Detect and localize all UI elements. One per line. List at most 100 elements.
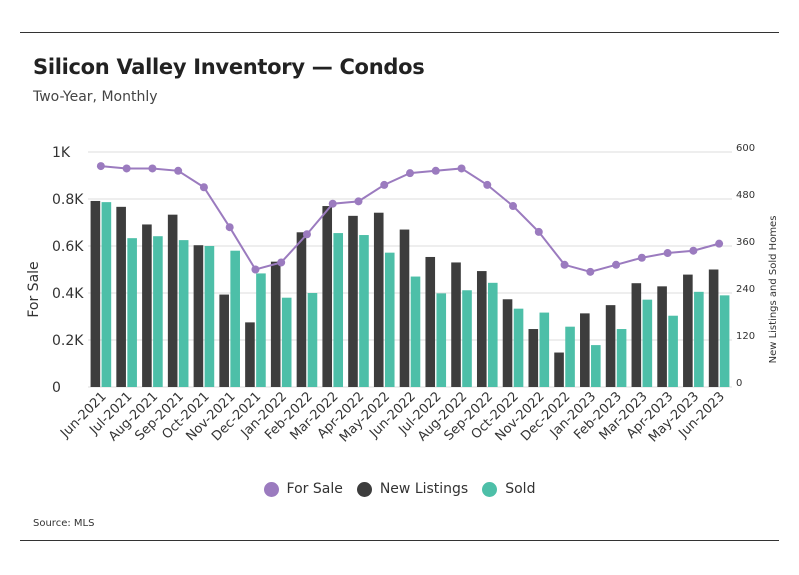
point-for-sale (354, 197, 363, 206)
bar-sold (462, 290, 472, 387)
chart-area: 0 0.2K 0.4K 0.6K 0.8K 1K 0 120 240 360 480 600 For S… (26, 143, 779, 445)
point-for-sale (689, 246, 698, 255)
bar-new-listings (219, 294, 229, 387)
bar-new-listings (476, 271, 487, 387)
bar-new-listings (270, 261, 281, 387)
bar-new-listings (373, 212, 384, 387)
bar-new-listings (193, 245, 204, 387)
bottom-rule (20, 540, 779, 541)
bar-sold (359, 235, 369, 387)
y2-tick-label: 360 (736, 237, 755, 248)
legend-label-sold: Sold (505, 481, 536, 497)
bar-sold (668, 315, 678, 387)
y2-tick-label: 480 (736, 190, 755, 201)
top-rule (20, 32, 779, 33)
legend-label-for-sale: For Sale (286, 481, 343, 497)
point-for-sale (328, 199, 337, 208)
line-for-sale (100, 165, 720, 273)
source-note: Source: MLS (33, 518, 95, 529)
bar-sold (256, 273, 266, 387)
y2-tick-label: 0 (736, 378, 742, 389)
bar-new-listings (580, 313, 590, 387)
point-for-sale (122, 164, 131, 173)
chart-subtitle: Two-Year, Monthly (33, 89, 158, 105)
point-for-sale (715, 239, 724, 248)
legend-swatch-new-listings (356, 481, 372, 497)
bar-new-listings (451, 262, 461, 387)
bar-sold (539, 312, 550, 387)
point-for-sale (148, 164, 157, 173)
bar-sold (101, 202, 112, 387)
bar-new-listings (657, 286, 667, 387)
point-for-sale (302, 230, 311, 239)
bar-new-listings (631, 283, 642, 387)
point-for-sale (509, 202, 518, 211)
bar-sold (230, 250, 240, 387)
bar-new-listings (322, 206, 333, 387)
y-axis-title: For Sale (26, 261, 42, 317)
legend-swatch-sold (482, 481, 498, 497)
bar-new-listings (425, 256, 436, 387)
bar-sold (384, 252, 395, 387)
bar-sold (565, 326, 575, 387)
point-for-sale (612, 260, 621, 269)
point-for-sale (96, 162, 105, 171)
bar-sold (436, 293, 447, 387)
bar-sold (204, 246, 215, 387)
bar-sold (616, 329, 627, 387)
bar-new-listings (683, 274, 693, 387)
bar-new-listings (708, 269, 719, 387)
bar-new-listings (90, 200, 101, 387)
point-for-sale (431, 166, 440, 175)
bar-sold (591, 345, 601, 387)
point-for-sale (380, 180, 389, 189)
bar-new-listings (245, 322, 255, 387)
bar-sold (642, 299, 653, 387)
bar-sold (153, 236, 163, 387)
legend: For Sale New Listings Sold (0, 481, 799, 497)
bar-new-listings (116, 206, 126, 387)
point-for-sale (277, 258, 286, 267)
bar-sold (719, 295, 730, 387)
bar-sold (178, 240, 189, 387)
chart-title: Silicon Valley Inventory — Condos (33, 55, 425, 79)
bar-new-listings (348, 215, 358, 387)
point-for-sale (586, 267, 595, 276)
bar-sold (127, 238, 137, 387)
legend-label-new-listings: New Listings (379, 481, 469, 497)
point-for-sale (663, 249, 672, 258)
bar-new-listings (142, 224, 152, 387)
point-for-sale (251, 265, 260, 274)
bar-new-listings (399, 229, 410, 387)
legend-swatch-for-sale (263, 481, 279, 497)
point-for-sale (457, 164, 466, 173)
legend-item-for-sale: For Sale (263, 481, 343, 497)
bar-sold (307, 293, 318, 387)
y-tick-label: 0.2K (52, 333, 84, 349)
bar-sold (333, 233, 344, 387)
legend-item-new-listings: New Listings (356, 481, 469, 497)
bar-sold (513, 308, 524, 387)
point-for-sale (483, 180, 492, 189)
y-tick-label: 0 (52, 380, 61, 396)
legend-item-sold: Sold (482, 481, 535, 497)
point-for-sale (174, 166, 183, 175)
y2-tick-label: 600 (736, 143, 755, 154)
bar-sold (410, 276, 421, 387)
point-for-sale (225, 223, 234, 232)
y-tick-label: 0.6K (52, 239, 84, 255)
y-tick-label: 0.4K (52, 286, 84, 302)
bar-sold (281, 297, 292, 387)
bar-new-listings (167, 214, 178, 387)
point-for-sale (534, 227, 543, 236)
point-for-sale (406, 169, 414, 178)
bar-new-listings (528, 329, 539, 387)
bar-new-listings (296, 232, 307, 387)
point-for-sale (199, 183, 208, 192)
y2-axis-title: New Listings and Sold Homes (768, 216, 779, 364)
bar-new-listings (605, 305, 616, 387)
bar-new-listings (554, 352, 564, 387)
bar-sold (487, 282, 498, 387)
y2-tick-label: 240 (736, 284, 755, 295)
bar-sold (694, 291, 704, 387)
